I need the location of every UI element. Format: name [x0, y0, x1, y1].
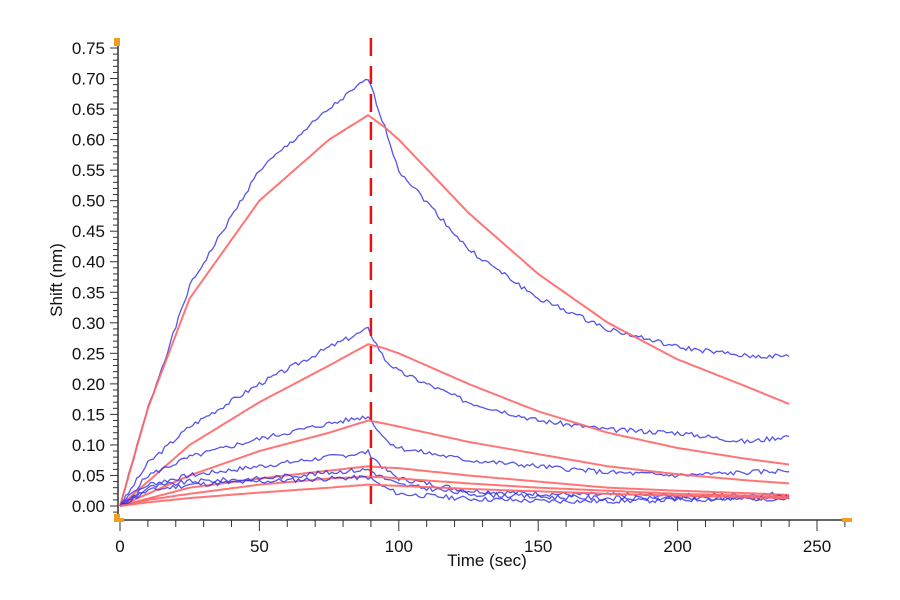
- x-tick-label: 100: [385, 537, 413, 556]
- data-series-line: [119, 474, 790, 507]
- y-tick-label: 0.75: [72, 39, 105, 58]
- fit-series-line: [119, 419, 790, 507]
- y-tick-label: 0.30: [72, 314, 105, 333]
- fit-series-line: [119, 483, 790, 507]
- x-tick-label: 150: [524, 537, 552, 556]
- axis-corner-marker: [842, 518, 852, 522]
- y-tick-label: 0.25: [72, 344, 105, 363]
- y-tick-label: 0.45: [72, 222, 105, 241]
- y-tick-label: 0.50: [72, 192, 105, 211]
- y-tick-label: 0.10: [72, 436, 105, 455]
- x-tick-label: 250: [803, 537, 831, 556]
- y-tick-label: 0.20: [72, 375, 105, 394]
- data-series-line: [119, 326, 790, 507]
- y-tick-label: 0.65: [72, 100, 105, 119]
- plot-area: [119, 38, 790, 507]
- y-tick-label: 0.15: [72, 405, 105, 424]
- x-tick-label: 0: [115, 537, 124, 556]
- fit-series-line: [119, 343, 790, 507]
- y-tick-label: 0.00: [72, 497, 105, 516]
- x-tick-label: 200: [663, 537, 691, 556]
- y-tick-label: 0.55: [72, 161, 105, 180]
- x-axis-label: Time (sec): [447, 551, 527, 570]
- x-tick-label: 50: [250, 537, 269, 556]
- axis-corner-marker: [114, 518, 124, 522]
- data-series-line: [119, 78, 790, 507]
- y-tick-label: 0.05: [72, 466, 105, 485]
- y-tick-label: 0.60: [72, 131, 105, 150]
- y-axis-label: Shift (nm): [47, 243, 66, 317]
- y-tick-label: 0.40: [72, 253, 105, 272]
- axis-corner-marker: [114, 38, 120, 46]
- fit-series-line: [119, 114, 790, 507]
- fit-series-line: [119, 475, 790, 507]
- axes: 0.00 0.05 0.10 0.15 0.20 0.25 0.30 0.35 0.40 0.45…: [72, 38, 852, 556]
- data-series-line: [119, 415, 790, 507]
- y-tick-label: 0.70: [72, 70, 105, 89]
- y-tick-label: 0.35: [72, 283, 105, 302]
